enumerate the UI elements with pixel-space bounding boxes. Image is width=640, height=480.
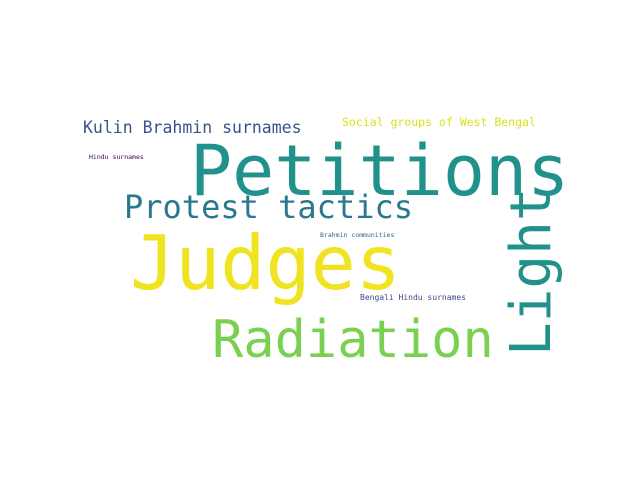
word-cloud: Judges Petitions Light Radiation Protest… (80, 108, 569, 374)
word-brahmin-communities: Brahmin communities (320, 231, 395, 239)
word-hindu-surnames: Hindu surnames (89, 153, 144, 161)
word-radiation: Radiation (212, 310, 494, 370)
word-social-groups-of-west-bengal: Social groups of West Bengal (342, 115, 536, 129)
word-bengali-hindu-surnames: Bengali Hindu surnames (360, 293, 466, 302)
word-light: Light (499, 187, 564, 356)
word-petitions: Petitions (190, 130, 570, 212)
word-kulin-brahmin-surnames: Kulin Brahmin surnames (83, 118, 302, 137)
word-judges: Judges (130, 219, 401, 307)
word-protest-tactics: Protest tactics (124, 188, 413, 226)
